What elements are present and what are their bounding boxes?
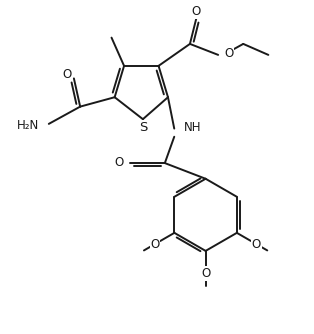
Text: O: O <box>150 238 160 250</box>
Text: O: O <box>114 156 123 169</box>
Text: O: O <box>62 67 72 80</box>
Text: NH: NH <box>184 121 202 134</box>
Text: O: O <box>252 238 261 250</box>
Text: H₂N: H₂N <box>17 119 39 132</box>
Text: O: O <box>201 267 210 280</box>
Text: O: O <box>192 5 201 18</box>
Text: S: S <box>139 121 147 134</box>
Text: O: O <box>225 47 234 60</box>
